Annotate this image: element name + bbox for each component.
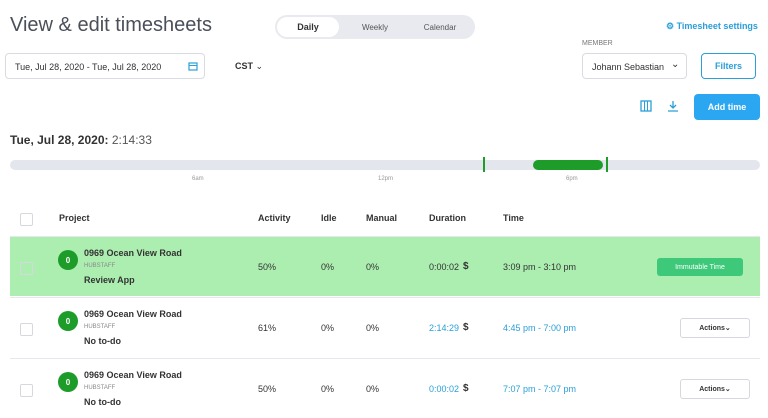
activity: 61%	[258, 323, 277, 333]
column-header: Duration	[429, 213, 466, 223]
avatar: 0	[58, 311, 78, 331]
activity: 50%	[258, 384, 277, 394]
gear-icon: ⚙	[666, 21, 677, 31]
idle: 0%	[321, 384, 335, 394]
duration[interactable]: 0:00:02	[429, 384, 460, 394]
member-select[interactable]: Johann Sebastian ⌄	[582, 53, 687, 79]
duration: 0:00:02	[429, 262, 460, 272]
idle: 0%	[321, 262, 335, 272]
immutable-badge: Immutable Time	[657, 258, 743, 276]
project-name: 0969 Ocean View Road	[84, 309, 182, 319]
column-header: Time	[503, 213, 524, 223]
summary: Tue, Jul 28, 2020: 2:14:33	[10, 133, 152, 147]
currency-icon: $	[463, 261, 469, 272]
timeline-marker	[606, 157, 608, 172]
tab[interactable]: Calendar	[423, 22, 457, 32]
select-all-checkbox[interactable]	[20, 213, 33, 226]
activity: 50%	[258, 262, 277, 272]
currency-icon: $	[463, 322, 469, 333]
organization: HUBSTAFF	[84, 324, 116, 330]
table-row: 0 0969 Ocean View Road HUBSTAFF Review App 5…	[10, 236, 760, 296]
chevron: ⌄	[671, 59, 680, 70]
member-label: MEMBER	[582, 40, 613, 47]
project-name: 0969 Ocean View Road	[84, 370, 182, 380]
column-header: Idle	[321, 213, 337, 223]
task-name: Review App	[84, 275, 135, 285]
column-header: Activity	[258, 213, 291, 223]
calendar-icon	[188, 62, 198, 71]
chevron: ⌄	[255, 61, 264, 71]
row-checkbox[interactable]	[20, 384, 33, 397]
timeline-segment	[533, 160, 603, 170]
project-name: 0969 Ocean View Road	[84, 248, 182, 258]
task-name: No to-do	[84, 397, 121, 407]
avatar: 0	[58, 372, 78, 392]
time-range[interactable]: 4:45 pm - 7:00 pm	[503, 323, 577, 333]
download-icon[interactable]	[667, 100, 679, 112]
timeline-label: 6pm	[566, 176, 578, 182]
time-range: 3:09 pm - 3:10 pm	[503, 262, 577, 272]
date-range: Tue, Jul 28, 2020 - Tue, Jul 28, 2020	[15, 62, 162, 72]
chevron: ⌄	[724, 325, 731, 332]
timeline-marker	[483, 157, 485, 172]
currency-icon: $	[463, 383, 469, 394]
summary-total: 2:14:33	[111, 133, 152, 147]
tab[interactable]: Weekly	[361, 22, 389, 32]
table-row: 0 0969 Ocean View Road HUBSTAFF No to-do 61%…	[10, 297, 760, 357]
add-time-button[interactable]: Add time	[694, 94, 760, 120]
columns-icon[interactable]	[640, 100, 652, 112]
summary-date: Tue, Jul 28, 2020:	[10, 133, 109, 147]
date-picker[interactable]: Tue, Jul 28, 2020 - Tue, Jul 28, 2020	[5, 53, 205, 79]
task-name: No to-do	[84, 336, 121, 346]
column-header: Project	[59, 213, 90, 223]
actions-button[interactable]: Actions ⌄	[680, 318, 750, 338]
organization: HUBSTAFF	[84, 263, 116, 269]
timeline-label: 12pm	[378, 176, 394, 182]
table-row: 0 0969 Ocean View Road HUBSTAFF No to-do 50%…	[10, 358, 760, 418]
actions-button[interactable]: Actions ⌄	[680, 379, 750, 399]
timezone: CST	[235, 61, 253, 71]
member: Johann Sebastian	[592, 62, 665, 72]
page-title: View & edit timesheets	[10, 14, 212, 36]
manual: 0%	[366, 262, 380, 272]
timeline-label: 6am	[192, 176, 204, 182]
manual: 0%	[366, 384, 380, 394]
timezone-select[interactable]: CST ⌄	[235, 61, 263, 72]
settings-link[interactable]: ⚙ Timesheet settings	[666, 21, 758, 32]
organization: HUBSTAFF	[84, 385, 116, 391]
filters-button[interactable]: Filters	[701, 53, 756, 79]
actions-label: Actions	[699, 385, 725, 393]
timeline-bar	[10, 160, 760, 170]
tab[interactable]: Daily	[277, 17, 339, 37]
actions-label: Actions	[699, 324, 725, 332]
chevron: ⌄	[724, 386, 731, 393]
column-header: Manual	[366, 213, 398, 223]
row-checkbox[interactable]	[20, 323, 33, 336]
avatar: 0	[58, 250, 78, 270]
settings-text: Timesheet settings	[676, 21, 758, 31]
manual: 0%	[366, 323, 380, 333]
tab-group: Daily Weekly Calendar	[275, 15, 475, 39]
duration[interactable]: 2:14:29	[429, 323, 460, 333]
idle: 0%	[321, 323, 335, 333]
row-checkbox[interactable]	[20, 262, 33, 275]
time-range[interactable]: 7:07 pm - 7:07 pm	[503, 384, 577, 394]
